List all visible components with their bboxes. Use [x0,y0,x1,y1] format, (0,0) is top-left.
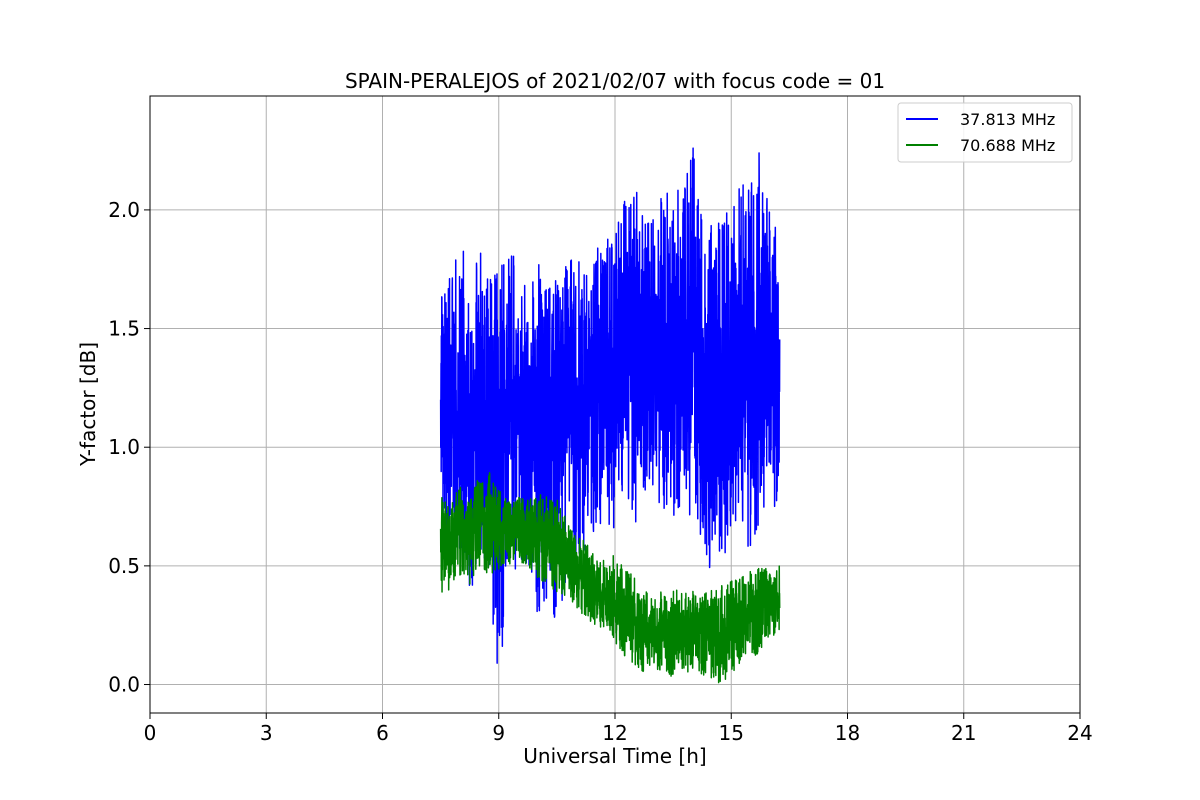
x-tick-label: 21 [951,721,976,745]
x-tick-label: 9 [492,721,505,745]
y-tick-label: 2.0 [108,198,140,222]
legend-entry-label: 70.688 MHz [960,136,1055,155]
x-axis-label: Universal Time [h] [523,744,706,768]
series-layer [439,147,781,684]
chart-title: SPAIN-PERALEJOS of 2021/02/07 with focus… [345,69,885,93]
x-tick-label: 6 [376,721,389,745]
legend-box [897,102,1073,163]
x-tick-label: 12 [602,721,627,745]
axis-ticks: 0 3 6 9 12 15 18 21 24 0.0 0.5 1.0 1.5 2.0 [108,198,1093,745]
series-line-blue [439,147,781,664]
y-tick-label: 0.0 [108,673,140,697]
legend: 37.813 MHz 70.688 MHz [897,102,1073,163]
x-tick-label: 3 [260,721,273,745]
x-tick-label: 15 [719,721,744,745]
y-axis-label: Y-factor [dB] [76,342,100,467]
legend-entry-label: 37.813 MHz [960,110,1055,129]
y-tick-label: 0.5 [108,554,140,578]
x-tick-label: 0 [144,721,157,745]
series-line-green [439,472,781,684]
x-tick-label: 18 [835,721,860,745]
y-tick-label: 1.5 [108,317,140,341]
x-tick-label: 24 [1067,721,1092,745]
y-tick-label: 1.0 [108,435,140,459]
